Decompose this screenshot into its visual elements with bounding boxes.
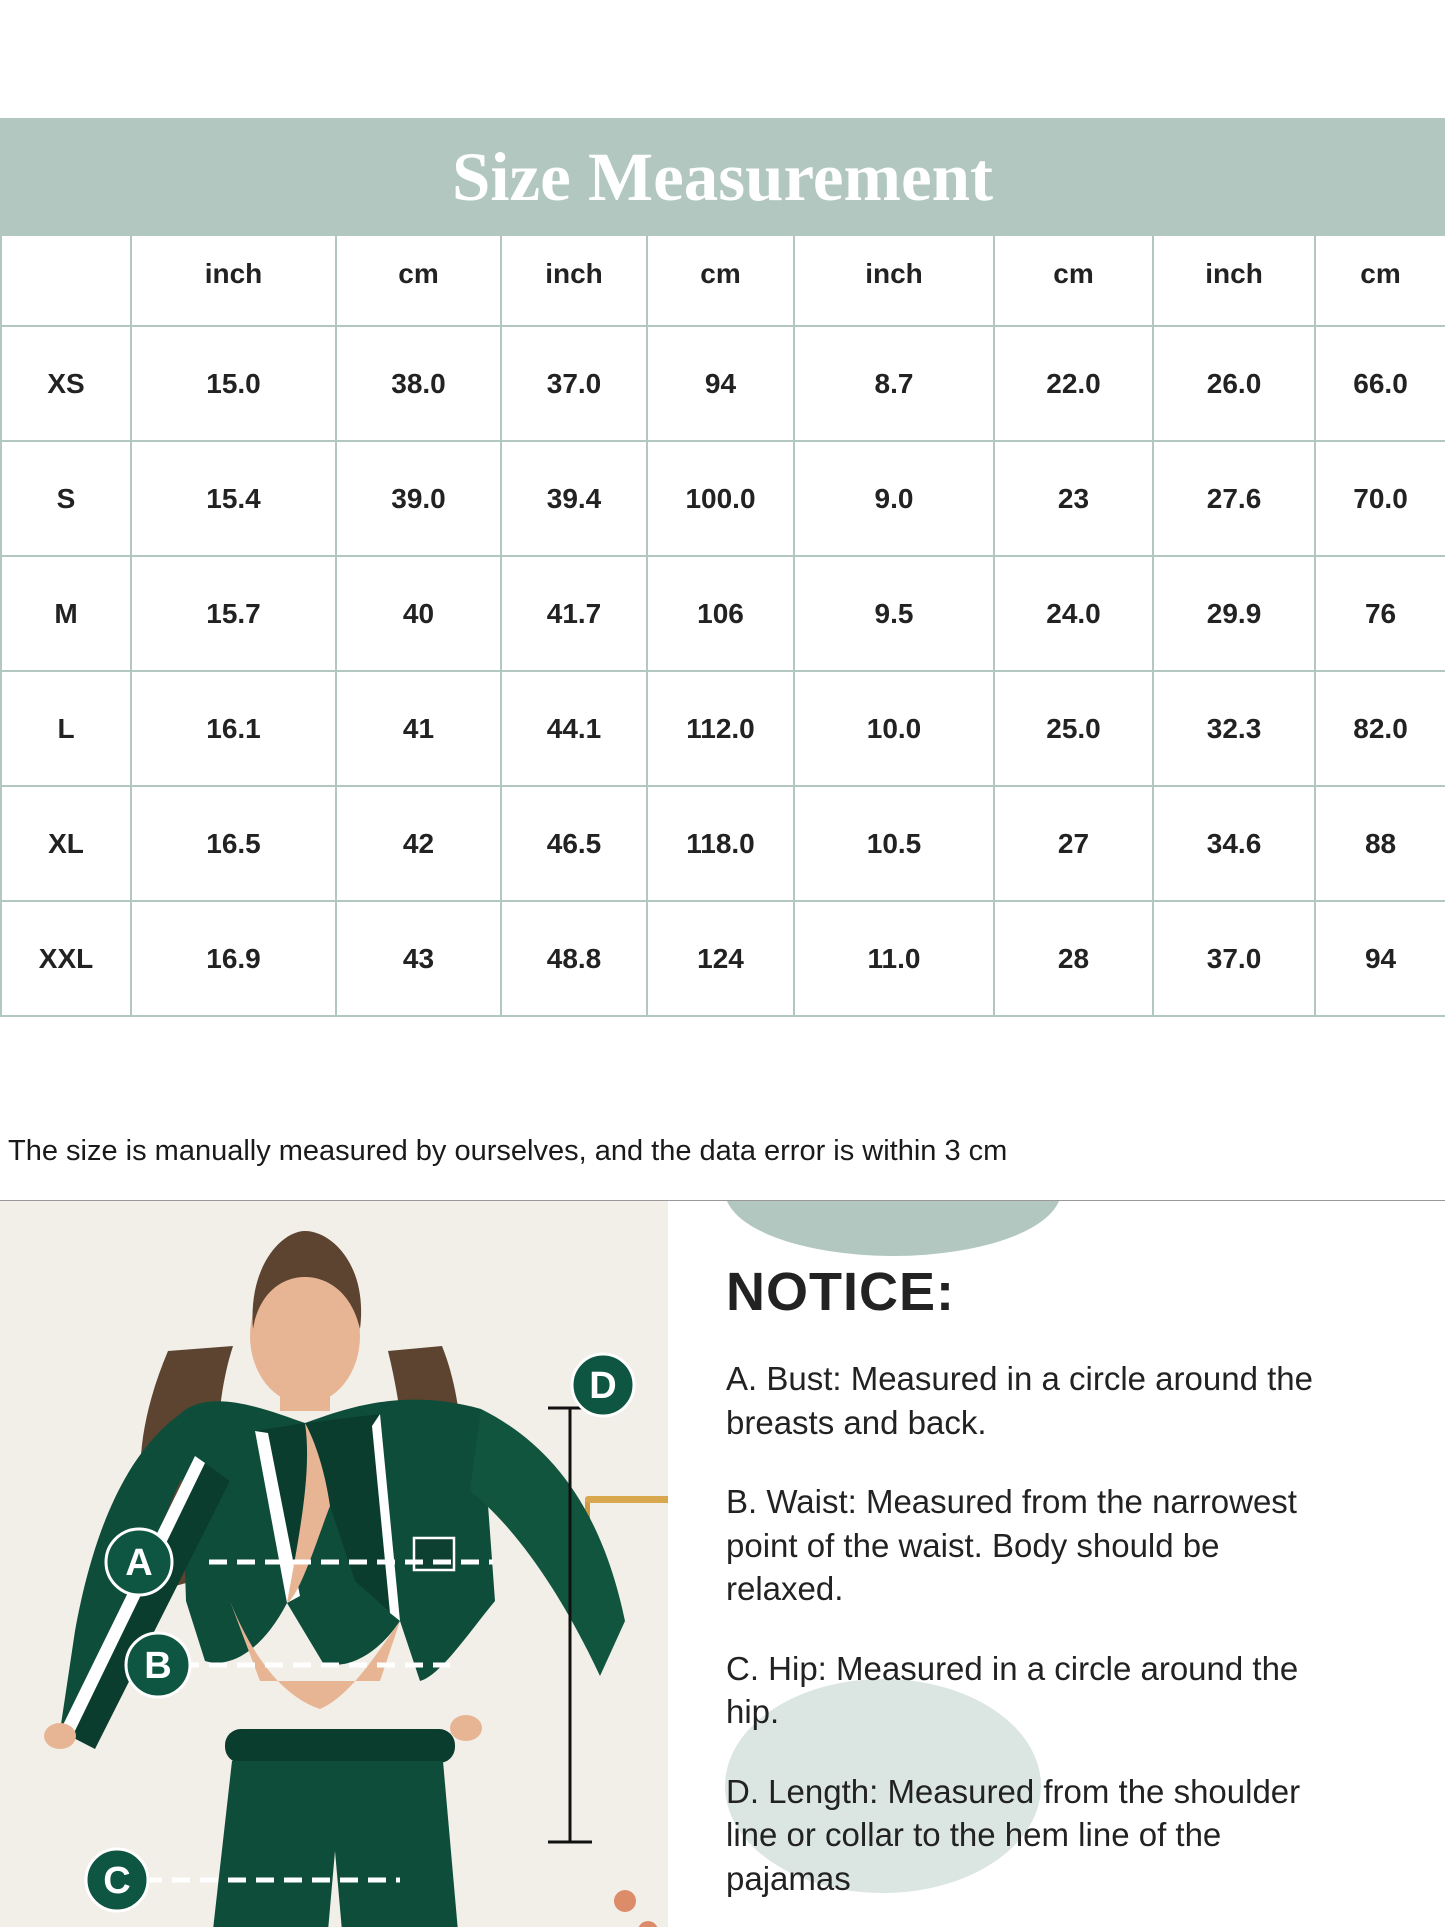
svg-text:A: A: [125, 1542, 152, 1584]
svg-text:D: D: [589, 1365, 616, 1407]
svg-text:B: B: [144, 1645, 171, 1687]
svg-text:C: C: [103, 1860, 130, 1902]
